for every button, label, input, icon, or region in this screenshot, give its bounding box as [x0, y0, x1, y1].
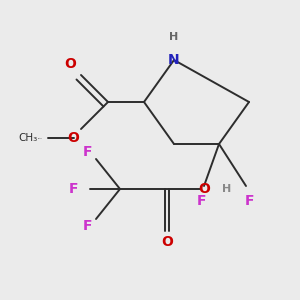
Text: methyl: methyl — [38, 137, 43, 139]
Text: F: F — [82, 145, 92, 158]
Text: O: O — [64, 58, 76, 71]
Text: F: F — [82, 220, 92, 233]
Text: O: O — [161, 235, 173, 248]
Text: N: N — [168, 53, 180, 67]
Text: F: F — [196, 194, 206, 208]
Text: F: F — [69, 182, 78, 196]
Text: CH₃: CH₃ — [18, 133, 38, 143]
Text: H: H — [169, 32, 178, 43]
Text: O: O — [68, 131, 80, 145]
Text: O: O — [198, 182, 210, 196]
Text: H: H — [222, 184, 231, 194]
Text: F: F — [244, 194, 254, 208]
